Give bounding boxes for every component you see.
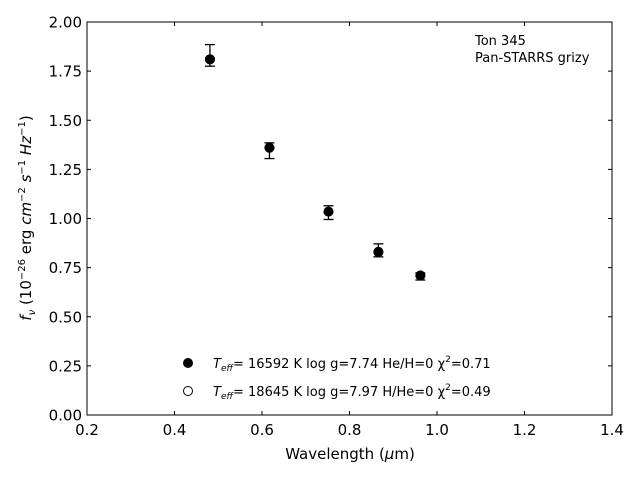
y-axis-label: fν (10−26 erg cm−2 s−1 Hz−1) [17,115,38,320]
observed-data [204,43,426,281]
y-tick-label: 1.25 [49,161,82,179]
y-tick-label: 0.25 [49,357,82,375]
y-tick-label: 0.75 [49,259,82,277]
legend: Teff= 16592 K log g=7.74 He/H=0 χ2=0.71 … [183,355,491,402]
x-axis: 0.2 0.4 0.6 0.8 1.0 1.2 1.4 [75,22,624,439]
y-tick-label: 0.00 [49,407,82,425]
y-tick-label: 1.75 [49,63,82,81]
annotation-survey: Pan-STARRS grizy [475,51,590,66]
x-tick-label: 0.8 [338,421,362,439]
legend-entry-2: Teff= 18645 K log g=7.97 H/He=0 χ2=0.49 [213,383,491,402]
y-tick-label: 0.50 [49,308,82,326]
x-axis-label: Wavelength (μm) [285,445,415,463]
legend-entry-1: Teff= 16592 K log g=7.74 He/H=0 χ2=0.71 [213,355,491,374]
x-tick-label: 1.4 [600,421,624,439]
y-axis: 0.00 0.25 0.50 0.75 1.00 1.25 1.50 1.75 2.00 [49,14,612,425]
y-tick-label: 1.50 [49,112,82,130]
x-tick-label: 0.4 [163,421,187,439]
x-tick-label: 0.6 [250,421,274,439]
x-tick-label: 0.2 [75,421,99,439]
x-tick-label: 1.2 [513,421,537,439]
plot-area [86,21,613,416]
legend-marker-open [183,386,193,396]
legend-marker-filled [183,358,193,368]
y-tick-label: 1.00 [49,210,82,228]
y-tick-label: 2.00 [49,14,82,32]
x-tick-label: 1.0 [425,421,449,439]
annotation-object: Ton 345 [474,34,526,49]
